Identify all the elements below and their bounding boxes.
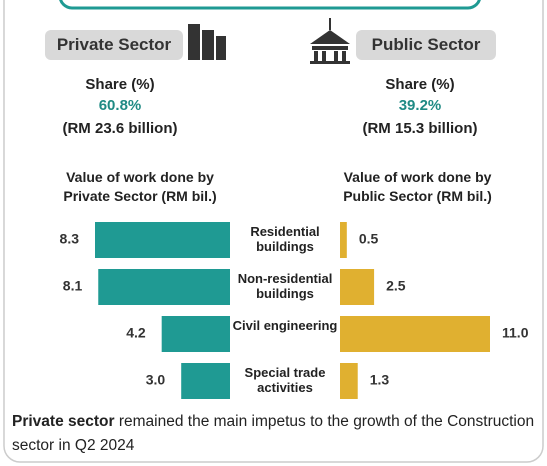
share-value: 39.2% bbox=[398, 97, 442, 114]
bar bbox=[340, 222, 347, 258]
value-label: 2.5 bbox=[386, 278, 406, 294]
share-amount: (RM 15.3 billion) bbox=[362, 120, 478, 137]
value-label: 8.1 bbox=[63, 278, 83, 294]
value-label: 4.2 bbox=[126, 325, 146, 341]
share-amount: (RM 23.6 billion) bbox=[62, 120, 178, 137]
public-icon bbox=[310, 18, 350, 64]
bar bbox=[340, 269, 375, 305]
footer-text: remained the main impetus to the growth … bbox=[12, 413, 535, 454]
share-value: 60.8% bbox=[98, 97, 142, 114]
public-label: Public Sector bbox=[356, 30, 496, 60]
category-label: Non-residential buildings bbox=[237, 271, 333, 301]
chart-title: Value of work done by Public Sector (RM … bbox=[343, 169, 492, 204]
share-label: Share (%) bbox=[385, 76, 455, 93]
value-label: 11.0 bbox=[502, 325, 529, 341]
value-label: 8.3 bbox=[60, 231, 80, 247]
footer-bold: Private sector bbox=[12, 413, 115, 430]
private-icon bbox=[188, 24, 226, 60]
bar bbox=[95, 222, 230, 258]
chart-title: Value of work done by Private Sector (RM… bbox=[63, 169, 217, 204]
category-label: Civil engineering bbox=[232, 318, 338, 333]
bar bbox=[340, 363, 358, 399]
value-label: 1.3 bbox=[370, 372, 390, 388]
bar bbox=[98, 269, 230, 305]
private-label: Private Sector bbox=[45, 30, 183, 60]
category-label: Special trade activities bbox=[244, 365, 326, 395]
bar bbox=[340, 316, 490, 352]
frame bbox=[3, 0, 544, 463]
value-label: 0.5 bbox=[359, 231, 379, 247]
value-label: 3.0 bbox=[146, 372, 166, 388]
share-label: Share (%) bbox=[85, 76, 155, 93]
category-label: Residential buildings bbox=[250, 224, 320, 254]
top-frame bbox=[59, 0, 481, 10]
bar bbox=[181, 363, 230, 399]
footer: Private sector remained the main impetus… bbox=[12, 410, 537, 458]
bar bbox=[161, 316, 230, 352]
